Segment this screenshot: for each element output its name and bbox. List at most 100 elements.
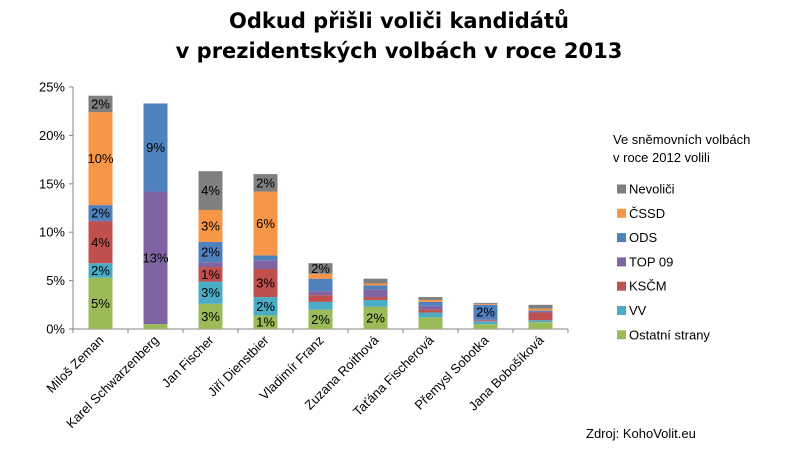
chart-title-line-2: v prezidentských volbách v roce 2013	[175, 39, 623, 63]
bar-segment	[363, 306, 388, 329]
bar-segment	[253, 297, 278, 316]
legend-title-line-1: Ve sněmovních volbách	[613, 132, 751, 147]
bar-segment	[308, 278, 333, 292]
bar-segment	[253, 315, 278, 329]
bar-segment	[473, 319, 498, 321]
bar-segment	[143, 103, 168, 192]
bar-segment	[88, 112, 113, 206]
data-label: 2%	[311, 312, 330, 327]
y-tick-label: 25%	[39, 80, 65, 95]
bar-segment	[198, 241, 223, 263]
bar-segment	[308, 273, 333, 279]
bar-segment	[528, 312, 553, 321]
legend-label: ODS	[629, 230, 658, 245]
legend-swatch	[617, 281, 626, 291]
bar-segment	[88, 205, 113, 221]
bar-segment	[88, 220, 113, 222]
bar-segment	[308, 291, 333, 296]
bar-segment	[198, 171, 223, 210]
data-label: 3%	[201, 285, 220, 300]
data-label: 10%	[87, 151, 113, 166]
data-label: 3%	[201, 309, 220, 324]
data-label: 13%	[142, 250, 168, 265]
data-label: 2%	[476, 305, 495, 320]
bar-segment	[363, 299, 388, 307]
legend-label: VV	[629, 303, 647, 318]
bar-segment	[418, 317, 443, 329]
legend-label: Ostatní strany	[629, 327, 710, 342]
bar-segment	[363, 283, 388, 286]
bar-segment	[308, 301, 333, 310]
y-tick-label: 5%	[46, 273, 65, 288]
source-note: Zdroj: KohoVolit.eu	[586, 426, 696, 441]
bar-segment	[363, 278, 388, 284]
bar-segment	[88, 221, 113, 264]
legend-label: TOP 09	[629, 254, 673, 269]
chart-title-line-1: Odkud přišli voliči kandidátů	[229, 9, 569, 33]
bar-segment	[363, 297, 388, 300]
bar-segment	[473, 303, 498, 305]
bar-segment	[253, 268, 278, 298]
bar-segment	[418, 312, 443, 318]
y-tick-label: 10%	[39, 225, 65, 240]
legend-label: KSČM	[629, 279, 667, 294]
data-label: 6%	[256, 216, 275, 231]
bar-segment	[528, 320, 553, 323]
data-label: 2%	[366, 310, 385, 325]
chart-title: Odkud přišli voliči kandidátů v preziden…	[0, 6, 798, 66]
bar-segment	[528, 322, 553, 329]
bar-segment	[308, 309, 333, 329]
data-label: 1%	[201, 267, 220, 282]
data-label: 2%	[91, 205, 110, 220]
y-tick-label: 0%	[46, 322, 65, 337]
bar-segment	[143, 191, 168, 325]
bar-segment	[198, 262, 223, 268]
category-label: Jan Fischer	[158, 332, 217, 391]
legend-swatch	[617, 208, 626, 218]
bar-segment	[418, 299, 443, 302]
y-tick-label: 15%	[39, 176, 65, 191]
legend-swatch	[617, 233, 626, 243]
bar-segment	[198, 209, 223, 242]
legend-swatch	[617, 257, 626, 267]
legend-label: Nevoliči	[629, 182, 675, 197]
bar-segment	[473, 320, 498, 322]
bar-segment	[143, 324, 168, 329]
bar-segment	[473, 324, 498, 329]
bar-segment	[528, 308, 553, 311]
legend-title-line-2: v roce 2012 volili	[613, 150, 710, 165]
bar-segment	[253, 260, 278, 269]
bar-segment	[473, 304, 498, 320]
data-label: 4%	[201, 183, 220, 198]
bar-segment	[88, 277, 113, 329]
data-label: 3%	[256, 276, 275, 291]
bar-segment	[418, 305, 443, 310]
category-label: Karel Schwarzenberg	[63, 333, 161, 431]
data-label: 2%	[256, 175, 275, 190]
legend-swatch	[617, 184, 626, 194]
bar-segment	[473, 302, 498, 304]
data-label: 9%	[146, 140, 165, 155]
data-label: 2%	[91, 96, 110, 111]
bar-segment	[528, 304, 553, 309]
y-tick-label: 20%	[39, 128, 65, 143]
bar-segment	[88, 95, 113, 113]
data-label: 2%	[256, 299, 275, 314]
bar-segment	[308, 295, 333, 302]
data-label: 2%	[201, 245, 220, 260]
legend-swatch	[617, 330, 626, 340]
bar-segment	[308, 263, 333, 274]
bar-segment	[198, 303, 223, 329]
bar-segment	[253, 255, 278, 261]
bar-segment	[528, 310, 553, 312]
bar-segment	[418, 309, 443, 313]
bar-segment	[88, 263, 113, 278]
legend-label: ČSSD	[629, 206, 665, 221]
bar-segment	[253, 191, 278, 256]
bar-segment	[528, 311, 553, 313]
data-label: 3%	[201, 218, 220, 233]
bar-segment	[418, 297, 443, 300]
bar-segment	[473, 321, 498, 325]
bar-segment	[363, 285, 388, 290]
